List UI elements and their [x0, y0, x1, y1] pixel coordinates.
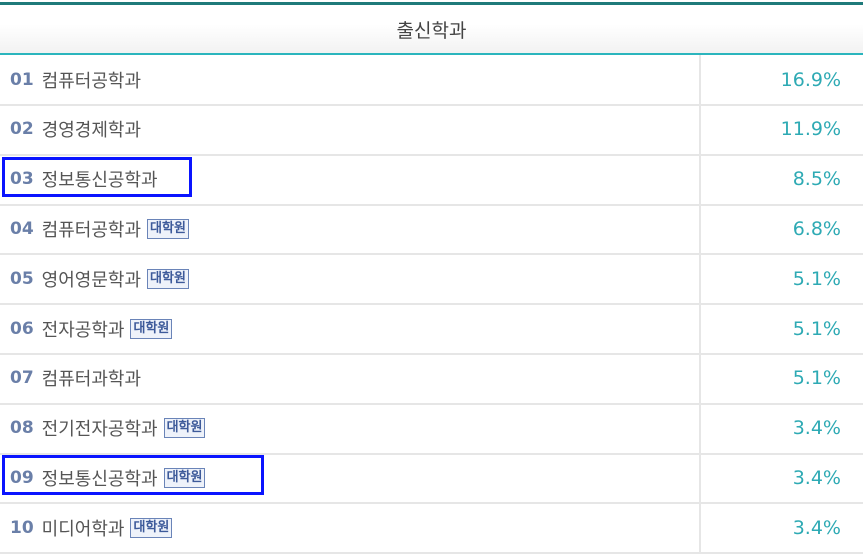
rank: 05: [10, 268, 34, 289]
percent: 3.4%: [792, 516, 841, 539]
top-border: [0, 2, 863, 5]
department-name: 전자공학과: [41, 319, 125, 341]
department-cell: 06 전자공학과 대학원: [0, 304, 701, 353]
rank: 01: [10, 69, 34, 90]
table-row: 06 전자공학과 대학원 5.1%: [0, 304, 863, 355]
rank: 07: [10, 368, 34, 389]
department-cell: 08 전기전자공학과 대학원: [0, 403, 701, 453]
table-row: 01 컴퓨터공학과 16.9%: [0, 55, 863, 106]
graduate-badge: 대학원: [163, 418, 206, 439]
rank: 03: [10, 169, 34, 190]
department-name: 전기전자공학과: [41, 419, 158, 441]
graduate-badge: 대학원: [130, 318, 173, 339]
department-cell: 09 정보통신공학과 대학원: [0, 453, 701, 503]
table-row: 10 미디어학과 대학원 3.4%: [0, 503, 863, 555]
percent: 3.4%: [792, 417, 841, 440]
percent: 16.9%: [780, 68, 841, 91]
graduate-badge: 대학원: [163, 467, 206, 488]
percent: 8.5%: [792, 168, 841, 191]
graduate-badge: 대학원: [147, 268, 189, 289]
department-name: 컴퓨터과학과: [41, 369, 142, 391]
department-cell: 04 컴퓨터공학과 대학원: [0, 204, 701, 254]
department-cell: 05 영어영문학과 대학원: [0, 254, 701, 304]
department-cell: 10 미디어학과 대학원: [0, 503, 701, 553]
percent: 5.1%: [792, 267, 841, 290]
table-row: 05 영어영문학과 대학원 5.1%: [0, 254, 863, 306]
percent: 11.9%: [780, 118, 841, 141]
department-name: 컴퓨터공학과: [41, 70, 142, 92]
rank: 02: [10, 119, 34, 140]
department-name: 정보통신공학과: [41, 170, 158, 192]
table-row: 08 전기전자공학과 대학원 3.4%: [0, 403, 863, 455]
rank: 04: [10, 218, 34, 239]
percent: 6.8%: [792, 217, 841, 240]
department-name: 미디어학과: [41, 518, 125, 540]
graduate-badge: 대학원: [130, 517, 173, 538]
highlight-box: [2, 156, 192, 197]
table-row: 09 정보통신공학과 대학원 3.4%: [0, 453, 863, 505]
table-row: 02 경영경제학과 11.9%: [0, 104, 863, 156]
graduate-badge: 대학원: [147, 218, 189, 239]
table-row: 07 컴퓨터과학과 5.1%: [0, 353, 863, 405]
rank: 06: [10, 318, 34, 339]
department-cell: 03 정보통신공학과: [0, 154, 701, 204]
table-row: 04 컴퓨터공학과 대학원 6.8%: [0, 204, 863, 256]
department-cell: 02 경영경제학과: [0, 104, 701, 154]
department-name: 컴퓨터공학과: [41, 219, 142, 241]
department-cell: 01 컴퓨터공학과: [0, 55, 701, 104]
department-cell: 07 컴퓨터과학과: [0, 353, 701, 403]
department-name: 경영경제학과: [41, 120, 142, 142]
percent: 5.1%: [792, 367, 841, 390]
percent: 5.1%: [792, 317, 841, 340]
rank: 09: [10, 467, 34, 488]
rank: 10: [10, 517, 34, 538]
table-row: 03 정보통신공학과 8.5%: [0, 154, 863, 206]
department-name: 영어영문학과: [41, 269, 142, 291]
department-name: 정보통신공학과: [41, 468, 158, 490]
rank: 08: [10, 418, 34, 439]
percent: 3.4%: [792, 466, 841, 489]
highlight-box: [2, 455, 264, 496]
table-header: 출신학과: [0, 5, 863, 55]
